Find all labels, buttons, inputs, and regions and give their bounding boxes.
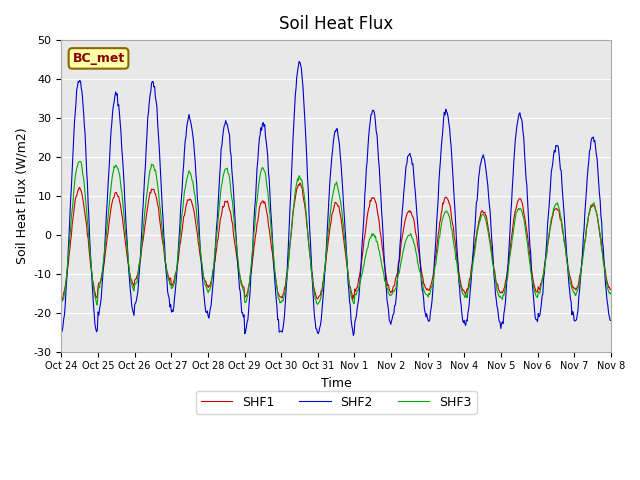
SHF2 — [349, 333, 357, 338]
SHF3 — [125, 269, 133, 275]
Line: SHF1: SHF1 — [61, 183, 611, 300]
Line: SHF2: SHF2 — [61, 61, 611, 336]
SHF1 — [209, 272, 216, 278]
SHF1 — [349, 297, 356, 302]
SHF1 — [296, 180, 303, 186]
SHF2 — [124, 252, 132, 258]
SHF1 — [180, 214, 188, 219]
SHF3 — [58, 299, 65, 305]
SHF3 — [607, 291, 614, 297]
SHF3 — [404, 233, 412, 239]
SHF3 — [67, 214, 75, 220]
SHF2 — [180, 162, 188, 168]
SHF3 — [93, 302, 101, 308]
SHF2 — [295, 59, 303, 64]
SHF2 — [607, 318, 614, 324]
SHF3 — [420, 288, 428, 294]
SHF1 — [67, 233, 75, 239]
SHF2 — [404, 153, 412, 158]
Text: BC_met: BC_met — [72, 52, 125, 65]
Title: Soil Heat Flux: Soil Heat Flux — [279, 15, 393, 33]
SHF2 — [58, 328, 65, 334]
SHF2 — [67, 185, 75, 191]
SHF1 — [420, 281, 428, 287]
X-axis label: Time: Time — [321, 377, 351, 390]
SHF1 — [607, 287, 614, 292]
SHF3 — [77, 159, 84, 165]
SHF1 — [404, 209, 412, 215]
Line: SHF3: SHF3 — [61, 162, 611, 305]
SHF1 — [58, 295, 65, 300]
Legend: SHF1, SHF2, SHF3: SHF1, SHF2, SHF3 — [196, 391, 477, 414]
SHF1 — [124, 259, 132, 265]
SHF3 — [211, 257, 218, 263]
SHF3 — [181, 185, 189, 191]
SHF2 — [209, 284, 216, 289]
SHF2 — [420, 306, 428, 312]
Y-axis label: Soil Heat Flux (W/m2): Soil Heat Flux (W/m2) — [15, 128, 28, 264]
